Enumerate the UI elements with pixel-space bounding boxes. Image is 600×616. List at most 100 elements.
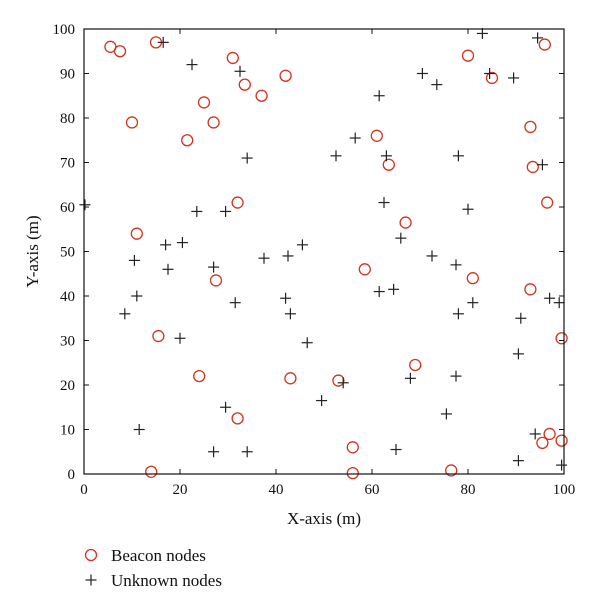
legend-beacon-label: Beacon nodes <box>111 546 206 565</box>
unknown-node-point <box>440 408 452 420</box>
unknown-node-point <box>426 250 438 262</box>
beacon-node-point <box>445 464 458 477</box>
legend: Beacon nodes Unknown nodes <box>84 546 222 590</box>
y-tick-label: 50 <box>60 245 75 261</box>
unknown-node-point <box>431 79 443 91</box>
unknown-node-point <box>515 312 527 324</box>
unknown-node-point <box>553 297 565 309</box>
beacon-node-point <box>226 51 239 65</box>
beacon-node-point <box>526 160 539 174</box>
beacon-node-point <box>193 369 206 383</box>
y-tick-label: 0 <box>68 467 76 483</box>
unknown-node-point <box>220 205 232 217</box>
unknown-node-point <box>280 292 292 304</box>
beacon-node-point <box>541 196 554 209</box>
x-tick-label: 40 <box>269 482 284 498</box>
unknown-series <box>79 27 568 471</box>
marks-layer <box>79 27 568 480</box>
unknown-node-point <box>529 428 541 440</box>
unknown-node-point <box>462 203 474 215</box>
unknown-node-point <box>208 261 220 273</box>
y-axis-label: Y-axis (m) <box>23 215 42 287</box>
x-tick-label: 0 <box>80 482 88 498</box>
beacon-node-point <box>145 465 158 478</box>
unknown-node-point <box>484 68 496 79</box>
unknown-node-point <box>258 252 270 264</box>
beacon-node-point <box>536 436 549 450</box>
unknown-node-point <box>467 297 479 309</box>
beacon-node-point <box>255 89 268 102</box>
y-tick-label: 60 <box>60 200 75 216</box>
beacon-node-point <box>524 120 537 134</box>
beacon-node-point <box>152 329 165 343</box>
beacon-node-point <box>555 332 568 345</box>
unknown-node-point <box>128 254 140 266</box>
ticks-layer: 0 20 40 60 80 100 0 10 20 30 40 50 60 70 80 90 100 <box>53 22 576 498</box>
unknown-node-point <box>282 250 294 262</box>
beacon-node-point <box>346 441 359 454</box>
unknown-node-point <box>373 286 385 298</box>
unknown-node-point <box>395 232 407 244</box>
unknown-node-point <box>131 290 143 302</box>
unknown-node-point <box>452 308 464 320</box>
beacon-node-point <box>370 129 383 142</box>
unknown-node-point <box>378 197 390 209</box>
unknown-node-point <box>349 132 361 144</box>
unknown-node-point <box>208 446 220 458</box>
unknown-node-point <box>160 239 172 251</box>
unknown-node-point <box>450 370 462 382</box>
unknown-node-point <box>476 27 488 39</box>
legend-unknown-marker <box>85 574 97 586</box>
beacon-node-point <box>466 272 479 285</box>
legend-beacon-marker <box>84 548 98 562</box>
x-tick-label: 100 <box>553 482 576 498</box>
unknown-node-point <box>234 65 246 77</box>
y-tick-label: 80 <box>60 111 75 127</box>
beacon-node-point <box>332 374 345 387</box>
y-tick-label: 100 <box>53 22 76 38</box>
unknown-node-point <box>220 401 232 413</box>
y-tick-label: 70 <box>60 156 75 172</box>
beacon-node-point <box>524 283 537 296</box>
beacon-node-point <box>197 96 211 109</box>
unknown-node-point <box>450 259 462 271</box>
unknown-node-point <box>191 205 203 217</box>
y-tick-label: 40 <box>60 289 75 305</box>
y-tick-label: 10 <box>60 423 75 439</box>
unknown-node-point <box>133 424 145 435</box>
unknown-node-point <box>284 308 296 320</box>
unknown-node-point <box>532 32 544 44</box>
unknown-node-point <box>544 292 556 304</box>
unknown-node-point <box>241 152 253 164</box>
unknown-node-point <box>330 150 342 162</box>
beacon-node-point <box>279 69 292 82</box>
unknown-node-point <box>337 377 349 389</box>
unknown-node-point <box>404 372 416 384</box>
beacon-node-point <box>358 263 371 276</box>
beacon-node-point <box>461 49 475 62</box>
beacon-node-point <box>207 116 220 129</box>
unknown-node-point <box>157 36 169 48</box>
unknown-node-point <box>508 72 520 84</box>
unknown-node-point <box>301 337 313 349</box>
x-tick-label: 80 <box>461 482 476 498</box>
beacon-node-point <box>284 372 297 385</box>
beacon-node-point <box>231 196 244 209</box>
beacon-node-point <box>238 78 251 91</box>
unknown-node-point <box>229 297 241 309</box>
plot-frame <box>83 28 565 475</box>
beacon-node-point <box>125 116 139 129</box>
beacon-node-point <box>181 134 194 147</box>
beacon-node-point <box>113 45 127 58</box>
unknown-node-point <box>556 459 568 471</box>
beacon-node-point <box>130 227 143 240</box>
beacon-node-point <box>346 466 359 480</box>
unknown-node-point <box>512 455 524 467</box>
unknown-node-point <box>186 59 198 71</box>
beacon-series <box>104 36 568 480</box>
x-tick-label: 60 <box>365 482 380 498</box>
unknown-node-point <box>241 446 253 458</box>
beacon-node-point <box>485 71 499 85</box>
